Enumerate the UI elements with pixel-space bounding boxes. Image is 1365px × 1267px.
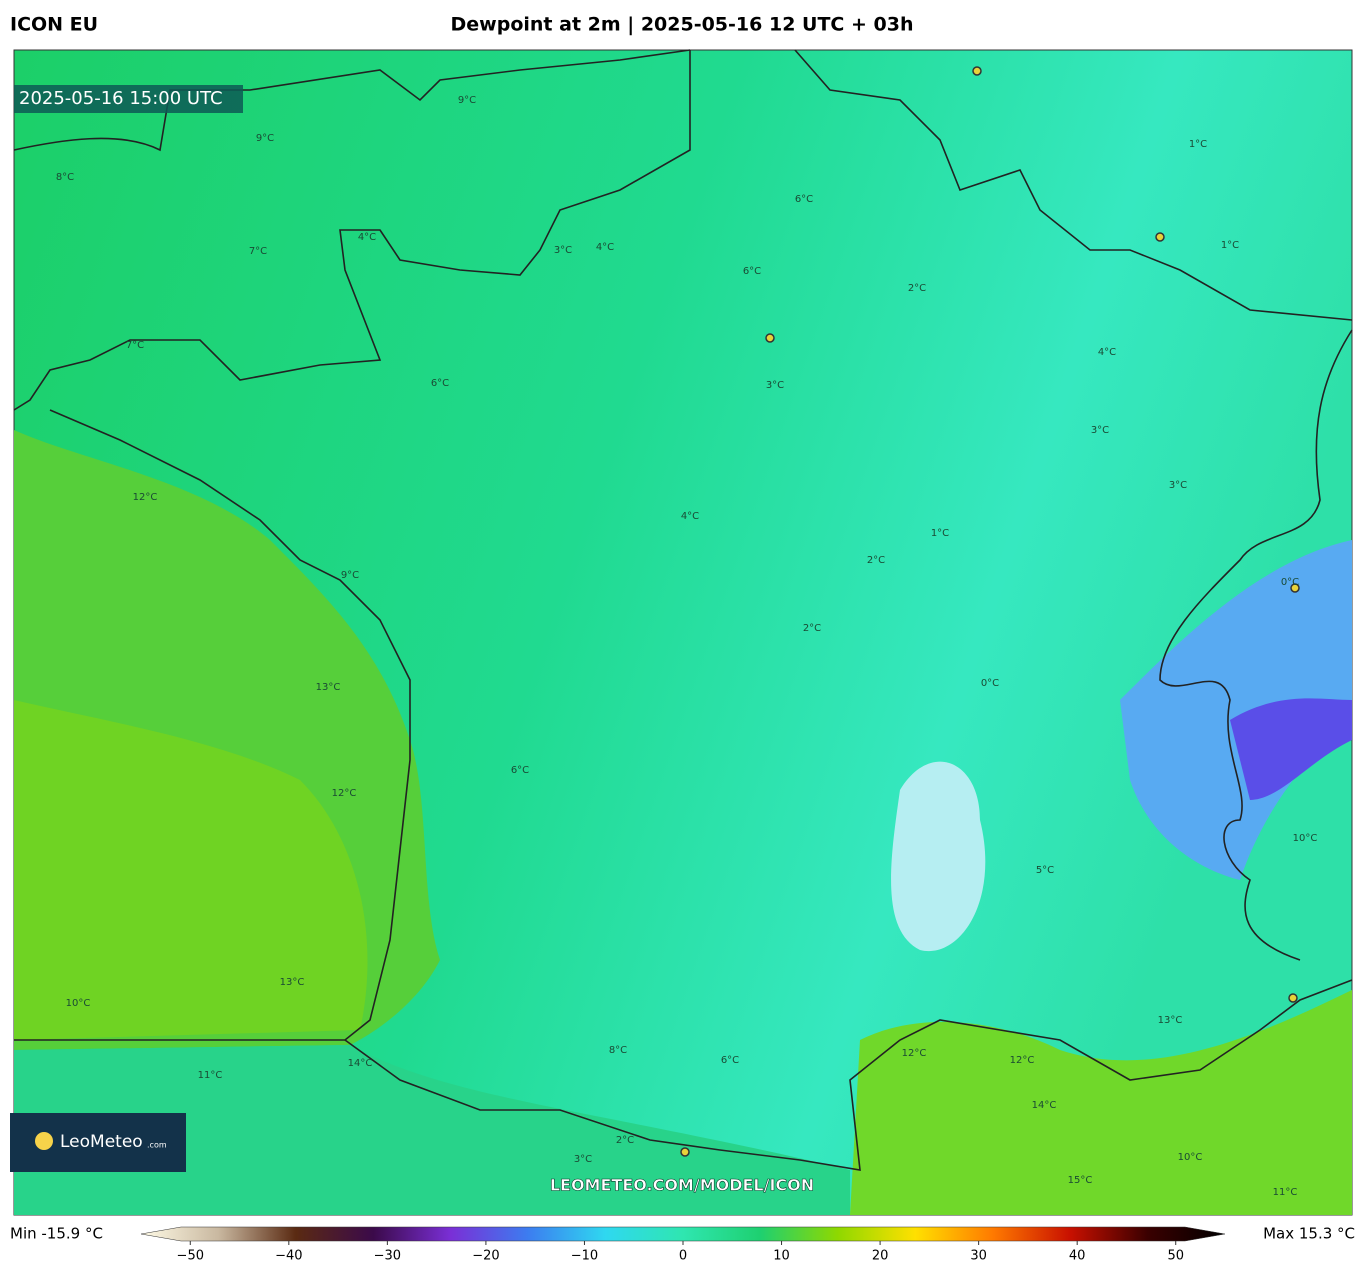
colorbar: −50 −40 −30 −20 −10 0 10 20 30 40 50 [140,1226,1226,1264]
contour-label: 11°C [198,1070,223,1081]
contour-label: 4°C [1098,347,1116,358]
contour-label: 13°C [280,977,305,988]
contour-label: 2°C [908,283,926,294]
contour-label: 10°C [66,998,91,1009]
contour-label: 1°C [1189,139,1207,150]
contour-label: 2°C [616,1135,634,1146]
contour-label: 3°C [1169,480,1187,491]
contour-label: 13°C [316,682,341,693]
contour-label: 6°C [743,266,761,277]
contour-label: 10°C [1293,833,1318,844]
colorbar-tick-label: 0 [679,1249,687,1264]
contour-label: 3°C [1091,425,1109,436]
contour-label: 6°C [511,765,529,776]
contour-label: 14°C [1032,1100,1057,1111]
logo-name: LeoMeteo [60,1132,143,1152]
colorbar-tick-label: −50 [177,1249,204,1264]
colorbar-tick-label: 40 [1069,1249,1086,1264]
colorbar-tick-label: −20 [472,1249,499,1264]
valid-time: 2025-05-16 15:00 UTC [19,88,223,109]
contour-label: 14°C [348,1058,373,1069]
logo-sun [35,1132,53,1150]
logo-suffix: .com [147,1141,167,1150]
contour-label: 13°C [1158,1015,1183,1026]
contour-label: 11°C [1273,1187,1298,1198]
colorbar-tick-label: −30 [374,1249,401,1264]
contour-label: 6°C [431,378,449,389]
contour-label: 3°C [766,380,784,391]
contour-label: 1°C [931,528,949,539]
map: 9°C 8°C 9°C 6°C 7°C 4°C 3°C 4°C 6°C 7°C 6°C 3°C 2°C 4… [10,49,1353,1216]
contour-label: 1°C [1221,240,1239,251]
colorbar-tick-label: 50 [1167,1249,1184,1264]
contour-label: 4°C [358,232,376,243]
pyrenees [14,1045,850,1215]
contour-label: 12°C [133,492,158,503]
contour-label: 12°C [902,1048,927,1059]
contour-label: 2°C [803,623,821,634]
contour-label: 5°C [1036,865,1054,876]
mediterranean [850,990,1352,1215]
contour-label: 3°C [554,245,572,256]
contour-label: 0°C [981,678,999,689]
borders [13,49,1353,1171]
massif-central-cool [891,761,986,952]
legend-max: Max 15.3 °C [1263,1225,1355,1243]
contour-label: 8°C [609,1045,627,1056]
contour-label: 7°C [126,340,144,351]
contour-label: 9°C [256,133,274,144]
contour-label: 10°C [1178,1152,1203,1163]
contour-label: 0°C [1281,577,1299,588]
map-title: Dewpoint at 2m | 2025-05-16 12 UTC + 03h [451,14,914,36]
watermark: LEOMETEO.COM/MODEL/ICON [550,1176,814,1195]
city-markers [680,66,1300,1157]
contour-label: 6°C [795,194,813,205]
contour-label: 2°C [867,555,885,566]
alps-coldest [1230,698,1352,800]
time-box [14,85,243,113]
colorbar-tick-label: −40 [275,1249,302,1264]
model-name: ICON EU [10,14,98,36]
colorbar-tick-label: 10 [773,1249,790,1264]
contour-label: 7°C [249,246,267,257]
colorbar-tick-label: 30 [970,1249,987,1264]
legend-min: Min -15.9 °C [10,1225,103,1243]
contour-label: 9°C [341,570,359,581]
contour-label: 4°C [681,511,699,522]
contour-label: 4°C [596,242,614,253]
contour-labels: 9°C 8°C 9°C 6°C 7°C 4°C 3°C 4°C 6°C 7°C 6°C 3°C 2°C 4… [56,95,1318,1198]
contour-label: 3°C [574,1154,592,1165]
contour-label: 8°C [56,172,74,183]
contour-label: 12°C [332,788,357,799]
contour-label: 15°C [1068,1175,1093,1186]
contour-label: 12°C [1010,1055,1035,1066]
alps-cold [1120,540,1352,880]
colorbar-tick-label: −10 [571,1249,598,1264]
warm-sea [14,700,368,1040]
colorbar-bar [140,1226,1226,1242]
contour-label: 6°C [721,1055,739,1066]
colorbar-tick-label: 20 [872,1249,889,1264]
contour-label: 9°C [458,95,476,106]
